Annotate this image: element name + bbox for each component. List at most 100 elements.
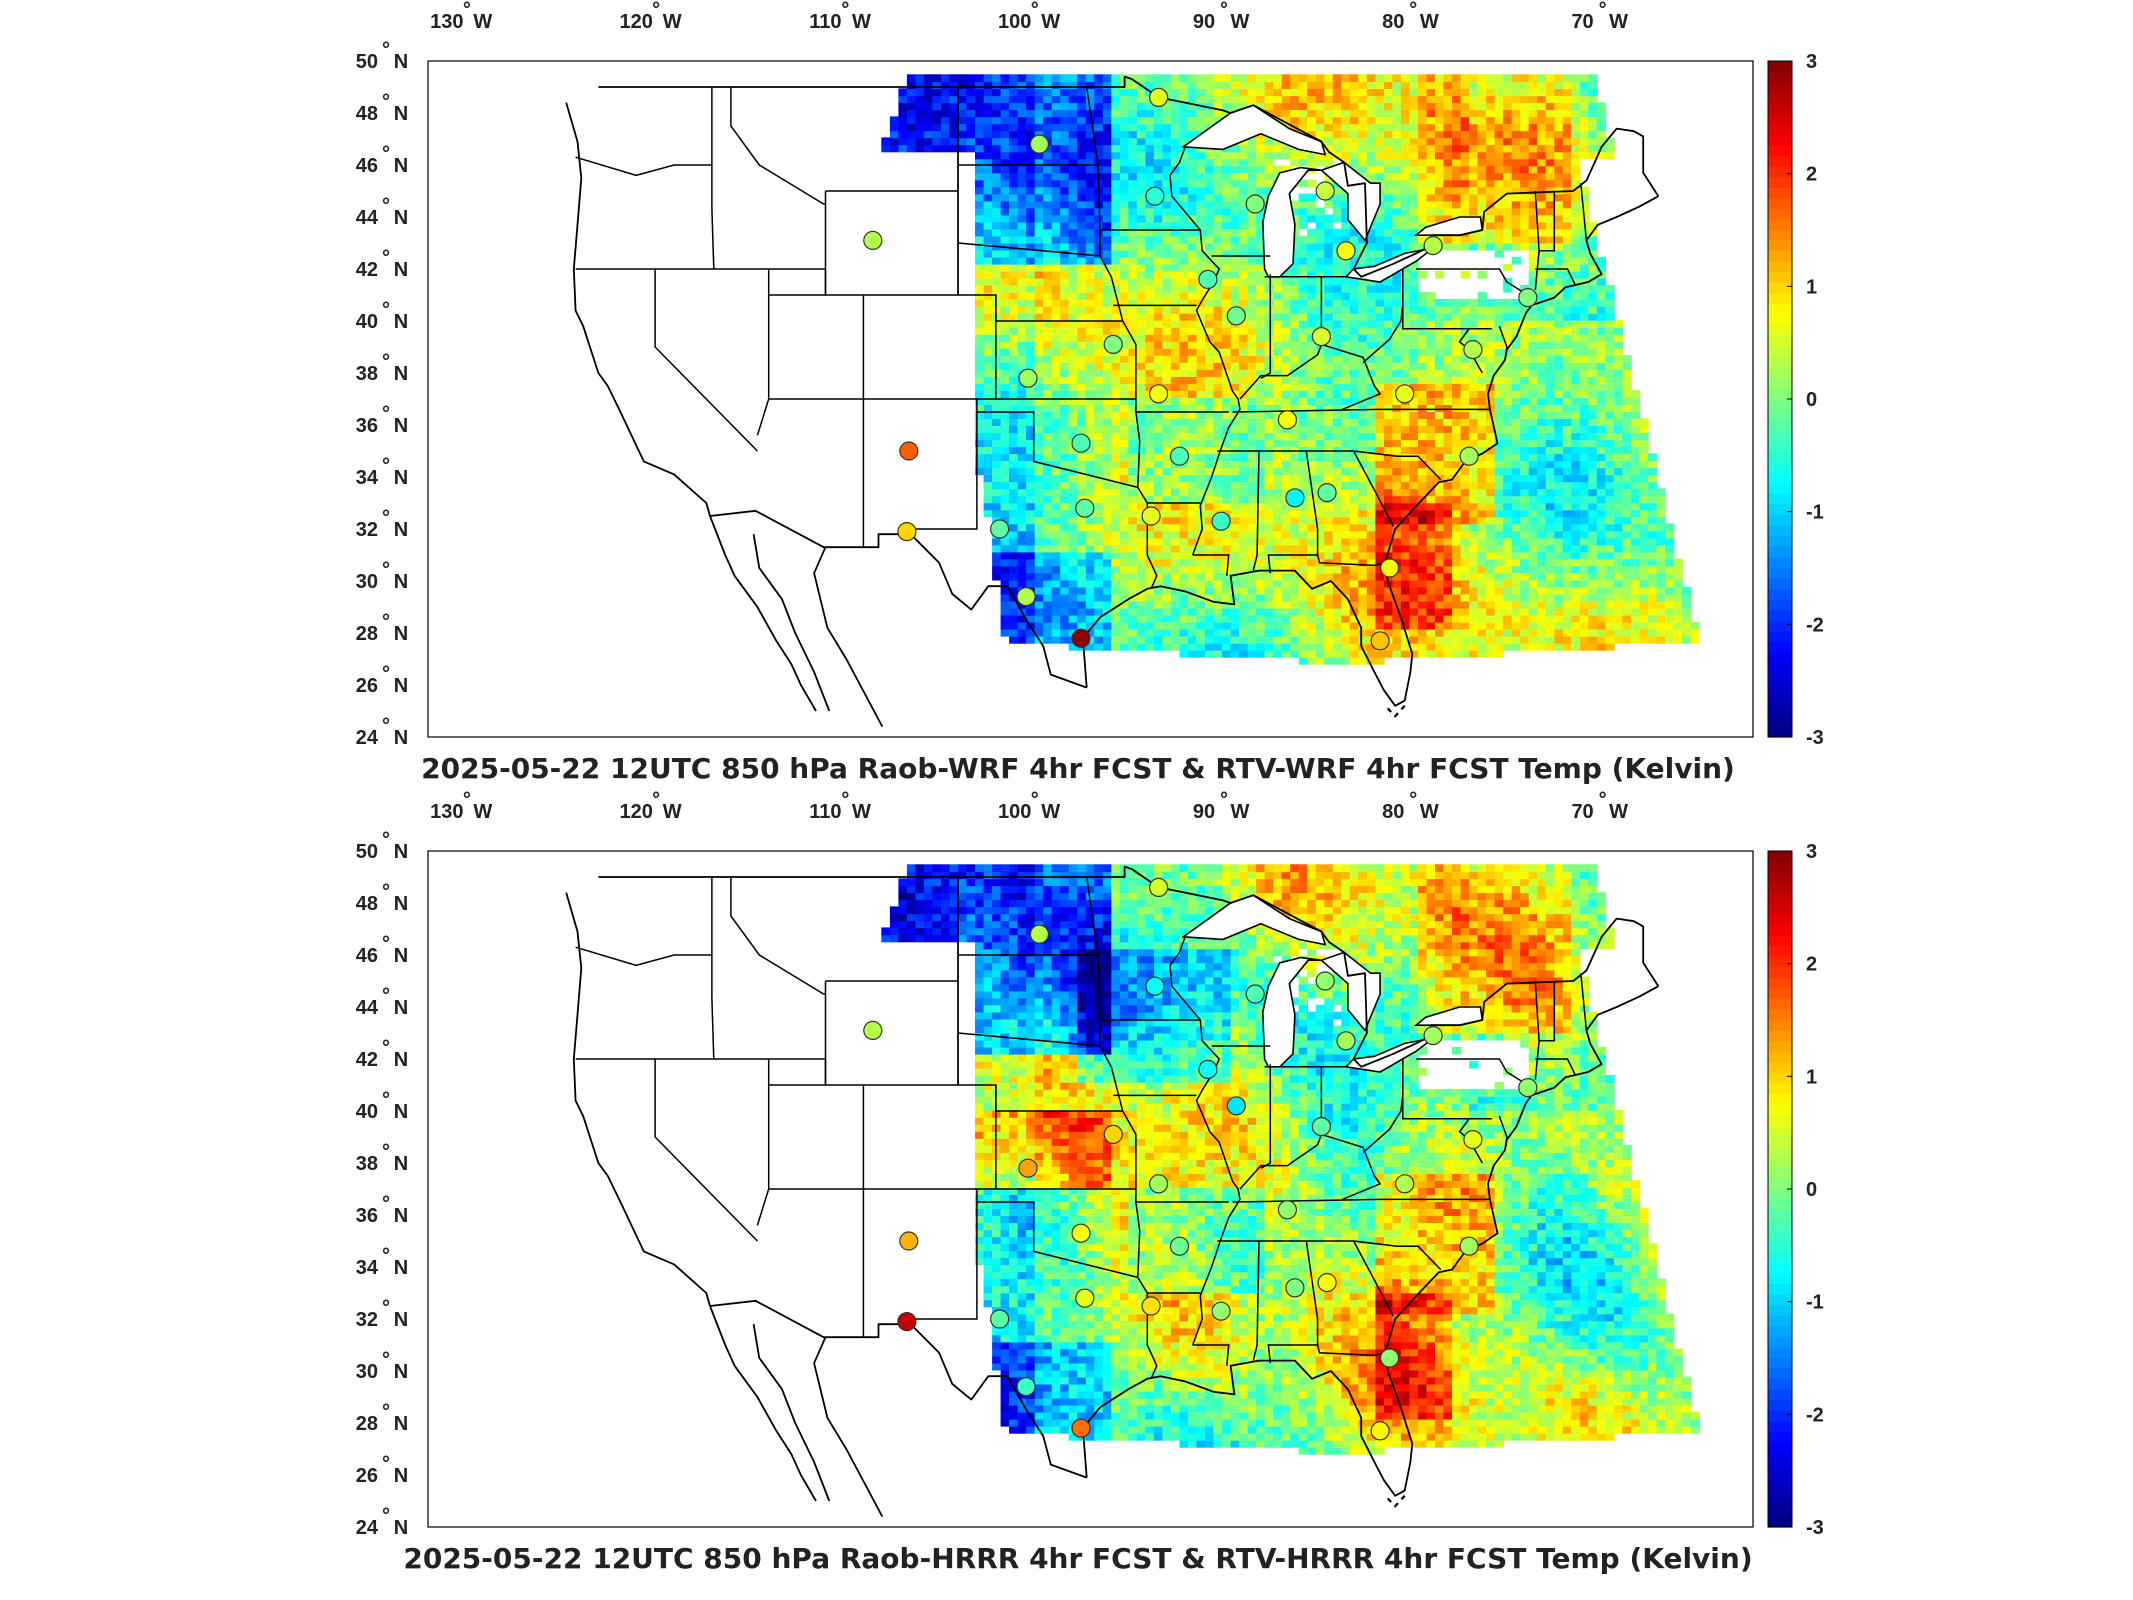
- field-cell: [1366, 256, 1377, 265]
- field-cell: [975, 207, 985, 216]
- field-cell: [1111, 305, 1121, 314]
- field-cell: [1400, 376, 1411, 384]
- field-cell: [1418, 369, 1428, 377]
- field-cell: [1452, 551, 1462, 560]
- field-cell: [1656, 593, 1666, 602]
- field-cell: [1307, 305, 1317, 314]
- field-cell: [1273, 467, 1283, 476]
- field-cell: [1307, 334, 1317, 342]
- field-cell: [1162, 516, 1172, 525]
- field-cell: [1366, 565, 1377, 574]
- field-cell: [1588, 586, 1598, 595]
- field-cell: [1418, 516, 1428, 525]
- field-cell: [1528, 390, 1538, 398]
- field-cell: [1341, 579, 1351, 588]
- field-cell: [1418, 565, 1428, 574]
- field-cell: [1426, 397, 1436, 405]
- field-cell: [1085, 467, 1096, 476]
- field-cell: [1528, 481, 1538, 490]
- field-cell: [1409, 481, 1419, 490]
- field-cell: [1588, 355, 1598, 363]
- field-cell: [1452, 193, 1462, 202]
- field-cell: [1051, 411, 1061, 419]
- field-cell: [1528, 439, 1538, 448]
- field-cell: [1366, 369, 1377, 377]
- field-cell: [1026, 551, 1036, 560]
- field-cell: [1426, 334, 1436, 342]
- field-cell: [1188, 341, 1198, 349]
- field-cell: [1307, 242, 1317, 251]
- field-cell: [1068, 312, 1078, 321]
- field-cell: [1290, 481, 1300, 490]
- field-cell: [1400, 270, 1411, 279]
- field-cell: [1503, 481, 1513, 490]
- field-cell: [1068, 327, 1078, 335]
- field-cell: [1298, 537, 1308, 546]
- field-cell: [1094, 600, 1104, 609]
- field-cell: [1409, 418, 1419, 426]
- field-cell: [1511, 228, 1521, 237]
- field-cell: [1026, 341, 1036, 349]
- field-cell: [1443, 397, 1453, 405]
- field-cell: [1230, 284, 1240, 293]
- field-cell: [1247, 593, 1257, 602]
- field-cell: [1043, 327, 1053, 335]
- field-cell: [1358, 537, 1368, 546]
- field-cell: [1068, 572, 1078, 581]
- field-cell: [1596, 291, 1607, 300]
- field-cell: [1000, 439, 1010, 448]
- field-cell: [1426, 446, 1436, 455]
- field-cell: [1000, 495, 1010, 504]
- field-cell: [992, 376, 1002, 384]
- field-cell: [1068, 460, 1078, 469]
- field-cell: [1571, 621, 1581, 630]
- field-cell: [1545, 369, 1555, 377]
- field-cell: [1375, 362, 1385, 370]
- field-cell: [1222, 621, 1232, 630]
- field-cell: [1051, 495, 1061, 504]
- field-cell: [1017, 228, 1027, 237]
- field-cell: [1537, 341, 1547, 349]
- field-cell: [1579, 369, 1590, 377]
- field-cell: [1579, 467, 1590, 476]
- field-cell: [1622, 425, 1632, 434]
- field-cell: [1196, 544, 1206, 553]
- field-cell: [1188, 481, 1198, 490]
- field-cell: [1511, 207, 1521, 216]
- field-cell: [1264, 495, 1274, 504]
- field-cell: [1409, 383, 1419, 391]
- field-cell: [1366, 439, 1377, 448]
- field-cell: [1332, 523, 1343, 532]
- field-cell: [1102, 277, 1113, 286]
- field-cell: [1571, 418, 1581, 426]
- field-cell: [1196, 404, 1206, 412]
- field-cell: [1230, 537, 1240, 546]
- field-cell: [1554, 270, 1564, 279]
- field-cell: [1579, 312, 1590, 321]
- field-cell: [1000, 284, 1010, 293]
- field-cell: [1469, 495, 1479, 504]
- field-cell: [1264, 383, 1274, 391]
- field-cell: [1562, 432, 1573, 441]
- field-cell: [1469, 207, 1479, 216]
- field-cell: [983, 334, 993, 342]
- field-cell: [1188, 558, 1198, 567]
- field-cell: [1383, 530, 1394, 539]
- field-cell: [1358, 235, 1368, 244]
- field-cell: [992, 320, 1002, 328]
- field-cell: [1111, 474, 1121, 483]
- field-cell: [1213, 593, 1223, 602]
- field-cell: [1128, 642, 1138, 651]
- field-cell: [1085, 200, 1096, 209]
- field-cell: [1503, 214, 1513, 223]
- field-cell: [1554, 411, 1564, 419]
- field-cell: [1511, 628, 1521, 637]
- field-cell: [1392, 432, 1402, 441]
- field-cell: [1043, 397, 1053, 405]
- field-cell: [983, 291, 993, 300]
- field-cell: [1273, 530, 1283, 539]
- field-cell: [1068, 558, 1078, 567]
- field-cell: [1307, 369, 1317, 377]
- field-cell: [1554, 284, 1564, 293]
- field-cell: [1537, 242, 1547, 251]
